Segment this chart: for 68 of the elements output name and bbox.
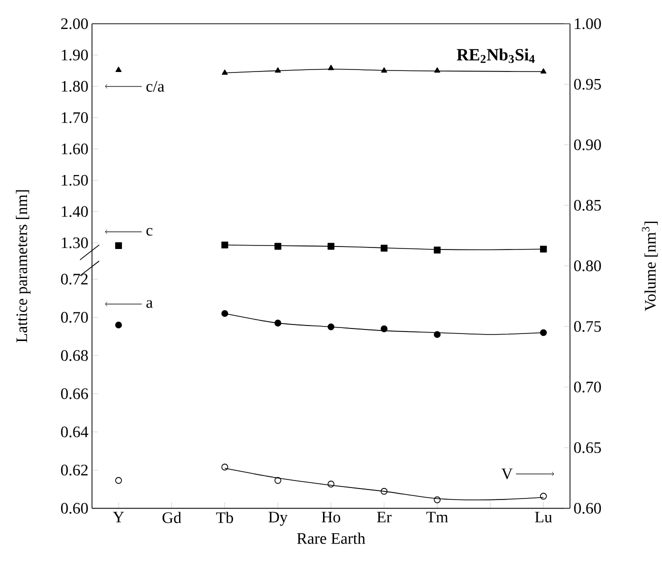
text: RE$_{2}$Nb$_{3}$Si$_{4}$ <box>456 48 535 64</box>
point <box>434 67 440 73</box>
annotation: c/a <box>146 81 164 92</box>
point <box>274 477 282 484</box>
point <box>222 69 228 75</box>
y2-tick-label: 0.65 <box>574 442 601 454</box>
x-tick-label: Dy <box>268 512 288 526</box>
point <box>380 244 388 252</box>
x-tick-label: Er <box>377 512 392 522</box>
annotation: c <box>146 228 152 236</box>
y-tick-label: 0.70 <box>61 312 88 323</box>
y-tick-label: 0.60 <box>61 502 88 514</box>
point <box>221 464 228 470</box>
point <box>274 320 282 326</box>
y2-tick-label: 0.90 <box>574 139 601 150</box>
y2-axis-title: Volume [nm$^{3}$] <box>642 222 658 312</box>
point <box>328 480 334 488</box>
point <box>274 242 282 250</box>
x-axis-title: Rare Earth <box>297 532 366 544</box>
x-tick-label: Ho <box>322 512 340 522</box>
x-tick-label: Tb <box>216 512 234 524</box>
point <box>380 325 388 332</box>
point <box>115 322 122 328</box>
y-tick-label: 1.30 <box>62 237 88 248</box>
point <box>540 246 547 253</box>
point <box>540 68 546 74</box>
point <box>434 246 441 254</box>
x-tick-label: Gd <box>162 512 182 524</box>
y2-tick-label: 0.85 <box>574 200 601 211</box>
point <box>540 492 547 500</box>
y-tick-label: 1.90 <box>62 50 88 60</box>
y2-tick-label: 0.95 <box>574 78 601 90</box>
point <box>115 242 122 250</box>
y-tick-label: 1.40 <box>62 206 88 217</box>
y2-tick-label: 0.75 <box>574 321 601 332</box>
point <box>434 331 441 338</box>
point <box>274 67 281 73</box>
y-tick-label: 1.70 <box>62 112 88 124</box>
y-tick-label: 0.64 <box>61 426 88 438</box>
y-tick-label: 2.00 <box>61 18 88 30</box>
y-tick-label: 0.68 <box>61 350 88 361</box>
point <box>116 66 122 72</box>
y-tick-label: 0.66 <box>61 388 88 400</box>
x-tick-label: Y <box>112 512 124 522</box>
point <box>221 310 228 317</box>
y2-tick-label: 0.70 <box>574 382 601 392</box>
point <box>540 329 547 336</box>
annotation: a <box>146 300 153 308</box>
point <box>221 242 228 248</box>
y-tick-label: 1.50 <box>62 174 88 186</box>
point <box>434 496 441 504</box>
point <box>328 323 334 330</box>
y-tick-label: 0.62 <box>61 464 88 476</box>
point <box>115 477 122 484</box>
point <box>328 242 334 250</box>
x-tick-label: Tm <box>426 512 448 522</box>
y-tick-label: 1.60 <box>62 144 88 154</box>
y2-tick-label: 0.80 <box>574 260 601 272</box>
point <box>328 64 334 70</box>
y-axis-title: Lattice parameters [nm] <box>16 190 30 342</box>
point <box>381 67 388 73</box>
y2-tick-label: 1.00 <box>574 18 601 30</box>
y-tick-label: 0.72 <box>61 274 88 285</box>
x-tick-label: Lu <box>535 512 552 522</box>
point <box>380 488 388 495</box>
y-tick-label: 1.80 <box>62 80 88 92</box>
annotation: V <box>501 468 513 480</box>
y2-tick-label: 0.60 <box>574 502 601 514</box>
